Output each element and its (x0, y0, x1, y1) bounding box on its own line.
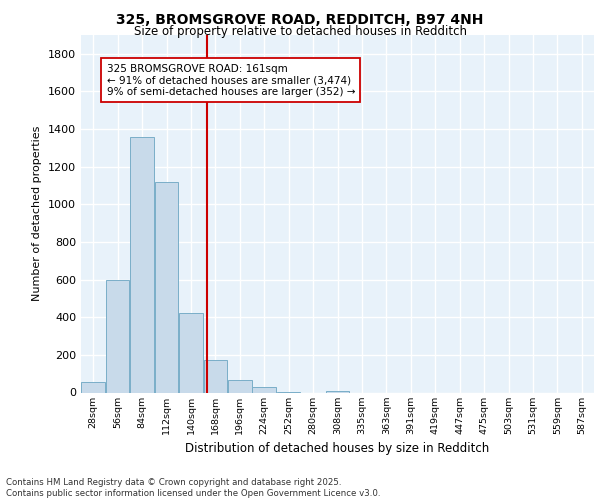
Bar (203, 360, 227, 392)
Bar (155, 182, 178, 392)
Bar (106, 280, 130, 392)
Text: Contains HM Land Registry data © Crown copyright and database right 2025.
Contai: Contains HM Land Registry data © Crown c… (6, 478, 380, 498)
Bar (228, 380, 251, 392)
Text: 325 BROMSGROVE ROAD: 161sqm
← 91% of detached houses are smaller (3,474)
9% of s: 325 BROMSGROVE ROAD: 161sqm ← 91% of det… (107, 64, 355, 97)
Bar (130, 136, 154, 392)
Text: Size of property relative to detached houses in Redditch: Size of property relative to detached ho… (133, 25, 467, 38)
Y-axis label: Number of detached properties: Number of detached properties (32, 126, 43, 302)
Bar (82, 382, 105, 392)
Bar (253, 387, 276, 392)
Bar (326, 390, 349, 392)
X-axis label: Distribution of detached houses by size in Redditch: Distribution of detached houses by size … (185, 442, 490, 455)
Bar (179, 312, 203, 392)
Text: 325, BROMSGROVE ROAD, REDDITCH, B97 4NH: 325, BROMSGROVE ROAD, REDDITCH, B97 4NH (116, 12, 484, 26)
